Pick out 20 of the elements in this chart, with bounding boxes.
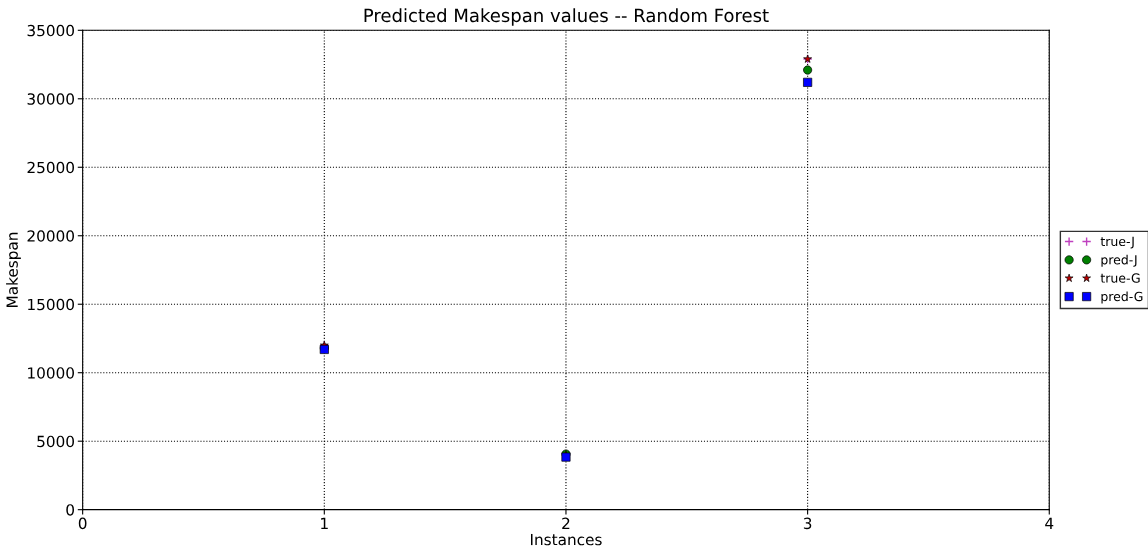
y-tick-label: 5000 [37,435,74,448]
legend-label: true-G [1100,273,1140,283]
y-tick-label: 15000 [28,298,74,311]
legend-label: pred-G [1101,291,1143,304]
x-tick-label: 4 [1045,517,1054,529]
x-tick-label: 3 [803,517,812,530]
x-axis-title: Instances [530,533,602,546]
legend-label: true-J [1100,236,1134,249]
x-tick-label: 0 [78,517,87,530]
y-tick-label: 30000 [27,93,74,105]
y-axis-title: Makespan [6,232,21,307]
y-tick-label: 0 [66,504,74,516]
x-tick-label: 1 [321,517,328,529]
y-tick-label: 35000 [27,24,74,37]
y-tick-label: 10000 [28,367,74,379]
chart-title: Predicted Makespan values -- Random Forest [364,8,769,26]
legend-label: pred-J [1101,254,1137,267]
y-tick-label: 20000 [27,230,74,242]
y-tick-label: 25000 [27,161,74,174]
x-tick-label: 2 [562,517,570,529]
